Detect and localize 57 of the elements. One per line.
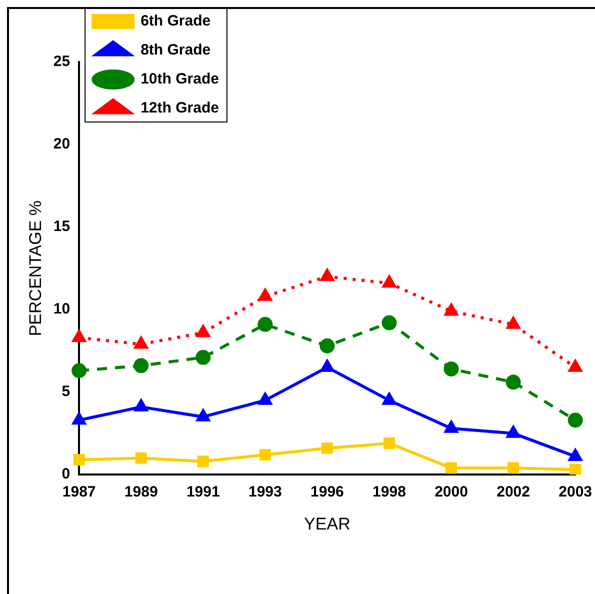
point xyxy=(506,316,520,329)
point xyxy=(508,462,520,474)
legend-label: 10th Grade xyxy=(140,70,219,88)
x-tick-label: 1991 xyxy=(186,484,220,501)
legend-label: 6th Grade xyxy=(140,12,211,30)
point xyxy=(320,338,335,354)
x-tick-label: 1989 xyxy=(124,484,158,501)
point xyxy=(383,438,395,449)
x-tick-label: 2003 xyxy=(558,484,592,501)
point xyxy=(196,350,211,365)
point xyxy=(320,360,334,372)
x-tick-label: 2000 xyxy=(434,484,468,501)
point xyxy=(258,316,273,332)
x-tick-label: 1996 xyxy=(310,484,344,501)
point xyxy=(72,412,86,425)
point xyxy=(444,304,458,316)
point xyxy=(134,399,148,412)
point xyxy=(568,360,582,372)
point xyxy=(134,358,149,374)
point xyxy=(444,420,458,433)
y-tick-label: 15 xyxy=(53,218,70,236)
point xyxy=(134,336,148,349)
point xyxy=(382,315,397,330)
point xyxy=(72,330,86,342)
point xyxy=(568,448,582,461)
point xyxy=(135,452,147,464)
point xyxy=(446,462,457,474)
x-tick-label: 1987 xyxy=(62,484,96,501)
x-axis-title: YEAR xyxy=(304,514,350,534)
point xyxy=(568,412,583,428)
point xyxy=(72,363,87,378)
legend-label: 12th Grade xyxy=(140,100,219,117)
point xyxy=(196,409,210,422)
point xyxy=(259,449,271,461)
x-tick-label: 1998 xyxy=(372,484,406,501)
point xyxy=(73,454,85,466)
y-axis-title: PERCENTAGE % xyxy=(26,200,45,336)
point xyxy=(258,288,272,301)
legend-label: 8th Grade xyxy=(140,42,211,59)
y-tick-label: 0 xyxy=(62,466,70,483)
point xyxy=(320,269,334,282)
x-tick-label: 1993 xyxy=(248,484,282,501)
point xyxy=(506,374,521,390)
y-tick-label: 10 xyxy=(53,300,70,318)
point xyxy=(258,392,272,405)
y-tick-label: 25 xyxy=(53,53,70,70)
point xyxy=(506,426,520,438)
point xyxy=(444,361,459,376)
y-tick-label: 5 xyxy=(62,383,70,400)
point xyxy=(382,276,396,288)
point xyxy=(196,325,210,338)
y-tick-label: 20 xyxy=(53,136,70,153)
point xyxy=(570,464,582,475)
point xyxy=(197,456,209,468)
point xyxy=(321,442,333,454)
point xyxy=(382,392,396,405)
x-tick-label: 2002 xyxy=(496,484,530,501)
